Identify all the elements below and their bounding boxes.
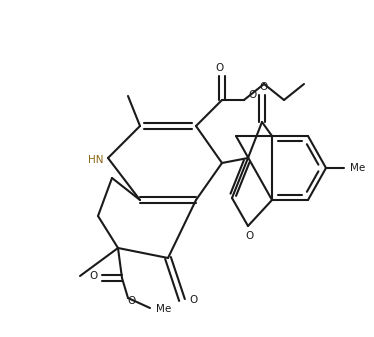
Text: O: O [190,295,198,305]
Text: HN: HN [89,155,104,165]
Text: Me: Me [350,163,366,173]
Text: O: O [246,231,254,241]
Text: O: O [90,271,98,281]
Text: O: O [249,90,257,100]
Text: O: O [260,82,268,92]
Text: Me: Me [156,304,172,314]
Text: O: O [216,63,224,73]
Text: O: O [128,296,136,306]
